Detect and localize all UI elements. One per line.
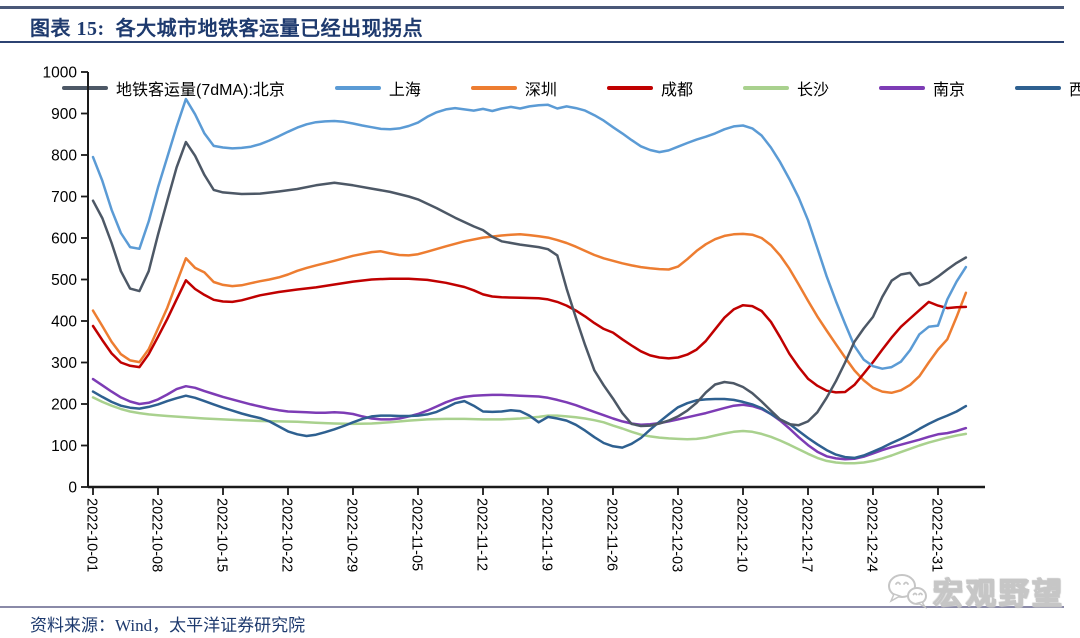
y-tick-label: 400 — [51, 314, 77, 331]
legend-swatch — [606, 86, 653, 90]
legend-label: 深圳 — [524, 82, 557, 99]
series-line-西安 — [91, 390, 968, 460]
x-tick-label: 2022-10-15 — [214, 498, 230, 572]
legend-swatch — [742, 86, 789, 90]
legend-swatch — [878, 86, 925, 90]
series-line-长沙 — [91, 396, 968, 465]
legend-label: 长沙 — [796, 82, 829, 99]
series-line-成都 — [91, 277, 968, 394]
x-tick-label: 2022-10-08 — [149, 498, 165, 572]
y-tick-label: 300 — [51, 355, 77, 372]
legend-item: 长沙 — [742, 76, 829, 100]
x-tick-label: 2022-12-03 — [669, 498, 685, 572]
legend-label: 西安 — [1068, 82, 1080, 99]
legend-item: 南京 — [878, 76, 965, 100]
chart-legend: 地铁客运量(7dMA):北京 上海 深圳 成都 长沙 南京 西安 — [62, 76, 1080, 100]
series-line-地铁客运量(7dMA):北京 — [91, 140, 968, 428]
x-tick-label: 2022-12-24 — [864, 498, 880, 572]
x-tick-label: 2022-10-22 — [279, 498, 295, 572]
legend-label: 地铁客运量(7dMA):北京 — [116, 82, 285, 99]
y-tick-label: 700 — [51, 189, 77, 206]
legend-item: 西安 — [1014, 76, 1080, 100]
y-tick-label: 600 — [51, 231, 77, 248]
legend-item: 地铁客运量(7dMA):北京 — [62, 76, 285, 100]
top-border-rule — [0, 6, 1064, 9]
wechat-icon — [888, 574, 928, 610]
watermark-text: 宏观野望 — [932, 577, 1065, 611]
x-tick-label: 2022-10-29 — [344, 498, 360, 572]
legend-item: 上海 — [334, 76, 421, 100]
y-tick-label: 900 — [51, 106, 77, 123]
legend-label: 南京 — [932, 82, 965, 99]
y-tick-label: 800 — [51, 148, 77, 165]
legend-item: 深圳 — [470, 76, 557, 100]
y-tick-label: 0 — [68, 480, 77, 497]
source-note: 资料来源：Wind，太平洋证券研究院 — [30, 616, 306, 635]
y-tick-label: 100 — [51, 438, 77, 455]
page-title: 图表 15: 各大城市地铁客运量已经出现拐点 — [30, 18, 424, 40]
x-tick-label: 2022-11-12 — [474, 498, 490, 571]
watermark: 宏观野望 — [886, 569, 1065, 613]
legend-item: 成都 — [606, 76, 693, 100]
y-tick-label: 1000 — [43, 65, 78, 82]
x-tick-label: 2022-12-10 — [734, 498, 750, 572]
y-tick-label: 500 — [51, 272, 77, 289]
legend-label: 成都 — [660, 82, 693, 99]
y-tick-label: 200 — [51, 397, 77, 414]
title-underline-rule — [0, 41, 1064, 43]
legend-swatch — [1014, 86, 1061, 90]
x-tick-label: 2022-11-19 — [539, 498, 555, 571]
legend-label: 上海 — [388, 82, 421, 99]
series-line-南京 — [91, 377, 968, 461]
legend-swatch — [470, 86, 517, 90]
x-tick-label: 2022-12-31 — [929, 498, 945, 572]
series-line-深圳 — [91, 232, 968, 395]
x-tick-label: 2022-11-26 — [604, 498, 620, 571]
x-tick-label: 2022-10-01 — [84, 498, 100, 572]
legend-swatch — [334, 86, 381, 90]
footer-border-rule — [0, 606, 1064, 608]
series-line-上海 — [91, 97, 968, 370]
x-tick-label: 2022-12-17 — [799, 498, 815, 572]
x-tick-label: 2022-11-05 — [409, 498, 425, 571]
legend-swatch — [62, 86, 108, 90]
